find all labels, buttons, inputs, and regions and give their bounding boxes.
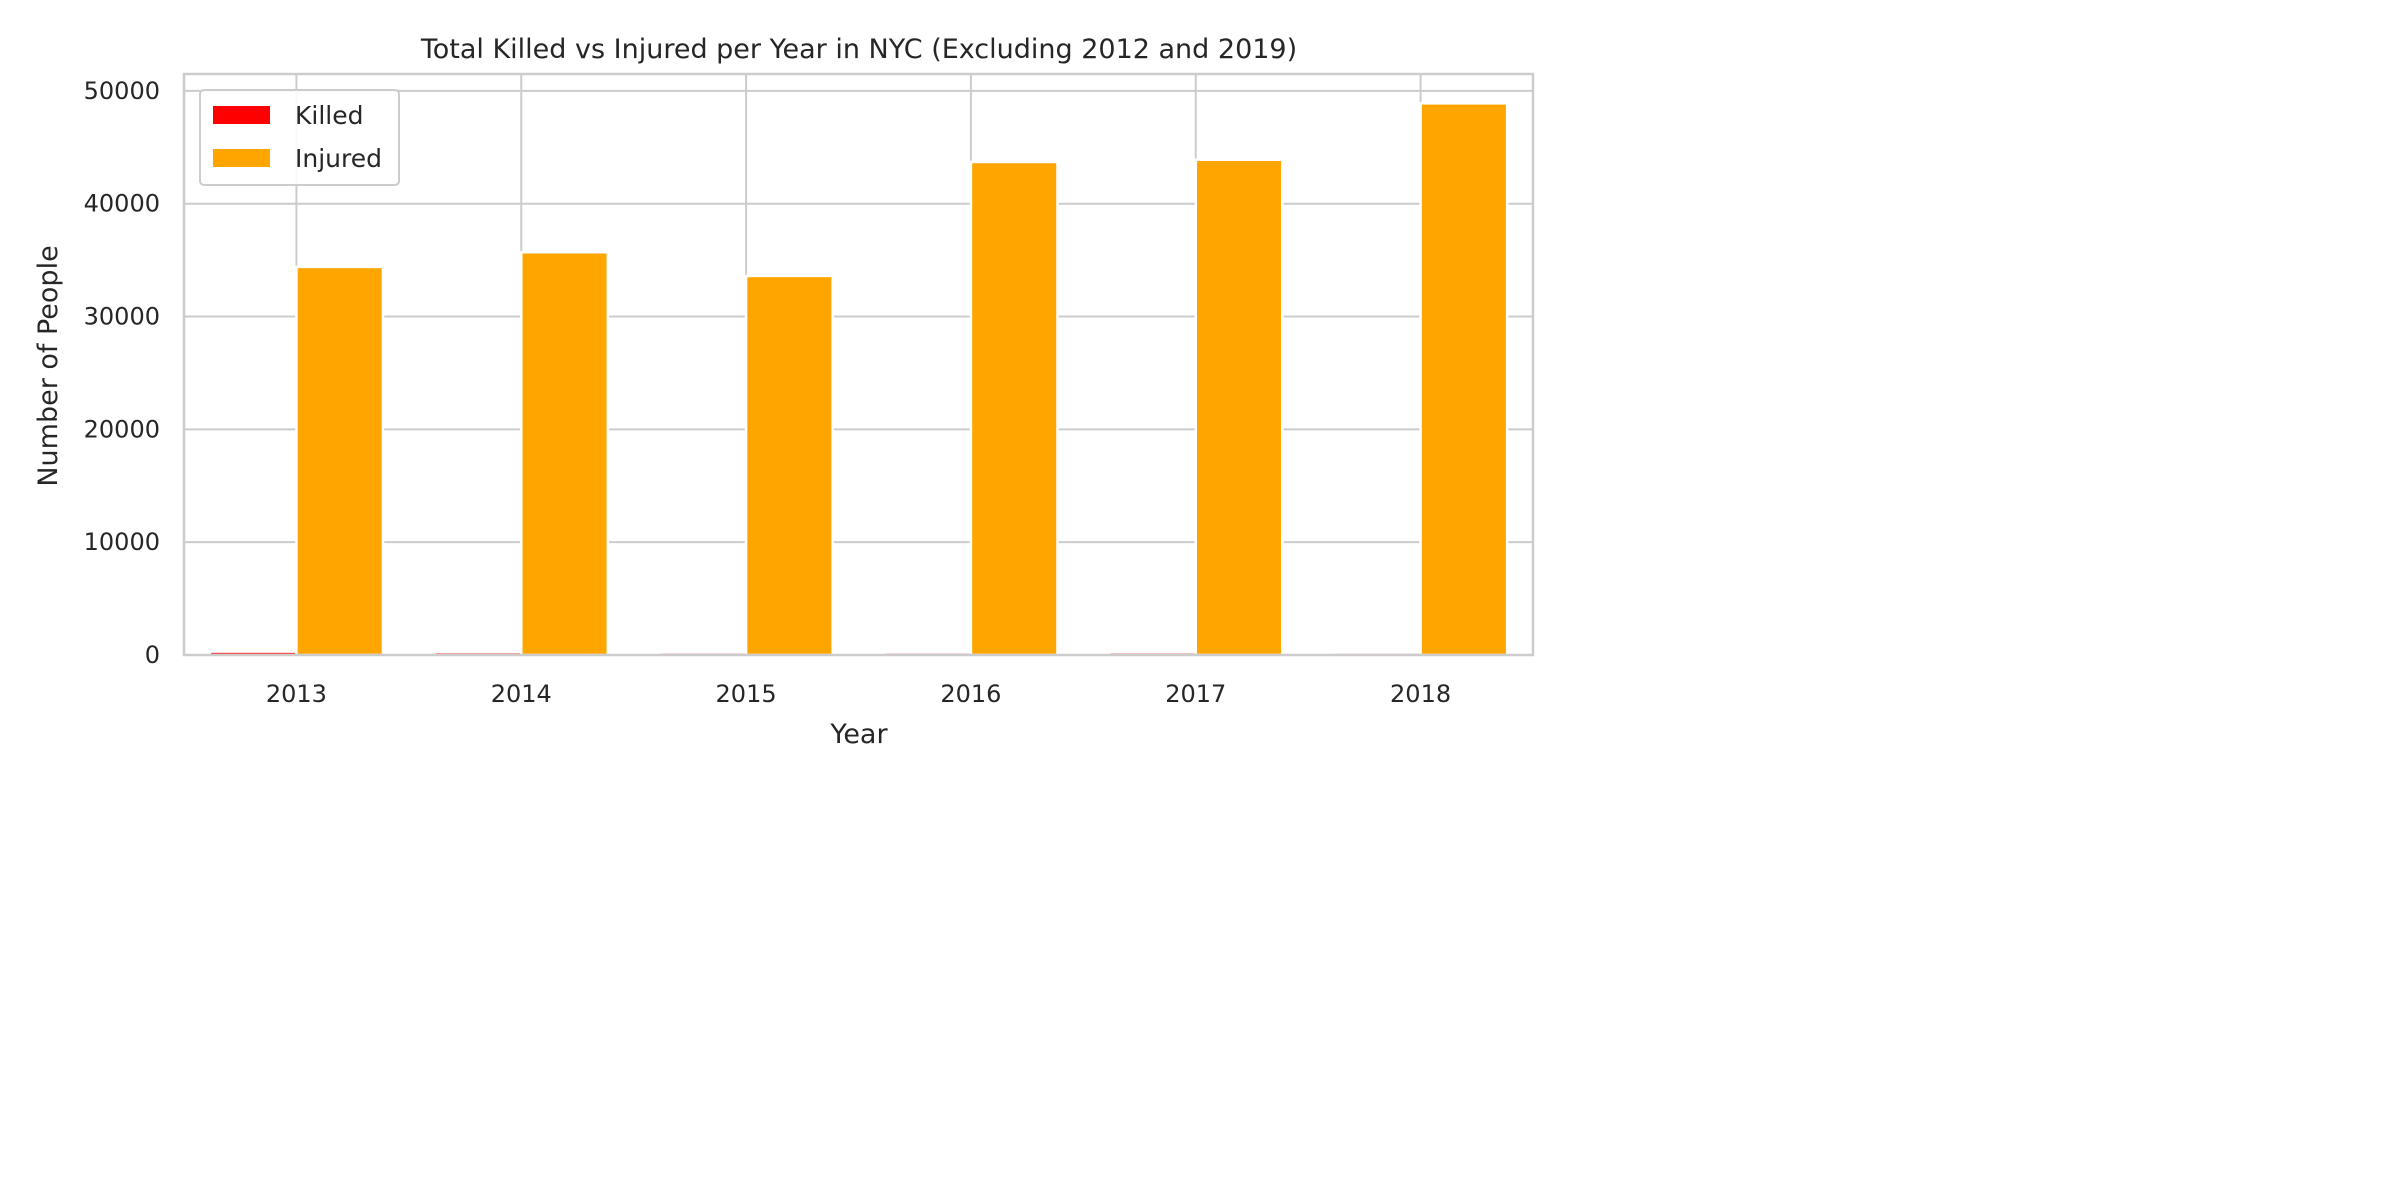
bar-chart: Total Killed vs Injured per Year in NYC … <box>33 34 1535 750</box>
y-tick-label: 0 <box>145 641 160 669</box>
bar-injured-2015 <box>744 274 834 657</box>
y-axis-ticks: 0 10000 20000 30000 40000 50000 <box>84 77 160 669</box>
legend-swatch-killed <box>213 106 270 124</box>
bar-injured-2017 <box>1194 158 1284 657</box>
chart-title: Total Killed vs Injured per Year in NYC … <box>420 34 1297 65</box>
y-tick-label: 30000 <box>84 303 160 331</box>
bar-injured-2018 <box>1419 102 1509 657</box>
x-tick-label: 2016 <box>940 680 1001 708</box>
x-tick-label: 2015 <box>716 680 777 708</box>
x-axis-title: Year <box>829 719 888 750</box>
y-tick-label: 20000 <box>84 415 160 443</box>
bar-injured-2014 <box>520 250 610 657</box>
legend-label-killed: Killed <box>295 101 363 130</box>
bar-injured-2013 <box>295 265 385 657</box>
y-axis-title: Number of People <box>33 245 64 486</box>
plot-frame <box>182 72 1535 657</box>
legend: Killed Injured <box>199 89 400 186</box>
x-tick-label: 2018 <box>1390 680 1451 708</box>
legend-swatch-injured <box>213 149 270 167</box>
x-axis-ticks: 2013 2014 2015 2016 2017 2018 <box>266 680 1451 708</box>
bar-injured-2016 <box>969 160 1059 657</box>
x-tick-label: 2013 <box>266 680 327 708</box>
x-tick-label: 2014 <box>491 680 552 708</box>
y-tick-label: 40000 <box>84 190 160 218</box>
legend-label-injured: Injured <box>295 144 382 173</box>
y-tick-label: 10000 <box>84 528 160 556</box>
y-tick-label: 50000 <box>84 77 160 105</box>
bars <box>208 102 1509 657</box>
x-tick-label: 2017 <box>1165 680 1226 708</box>
